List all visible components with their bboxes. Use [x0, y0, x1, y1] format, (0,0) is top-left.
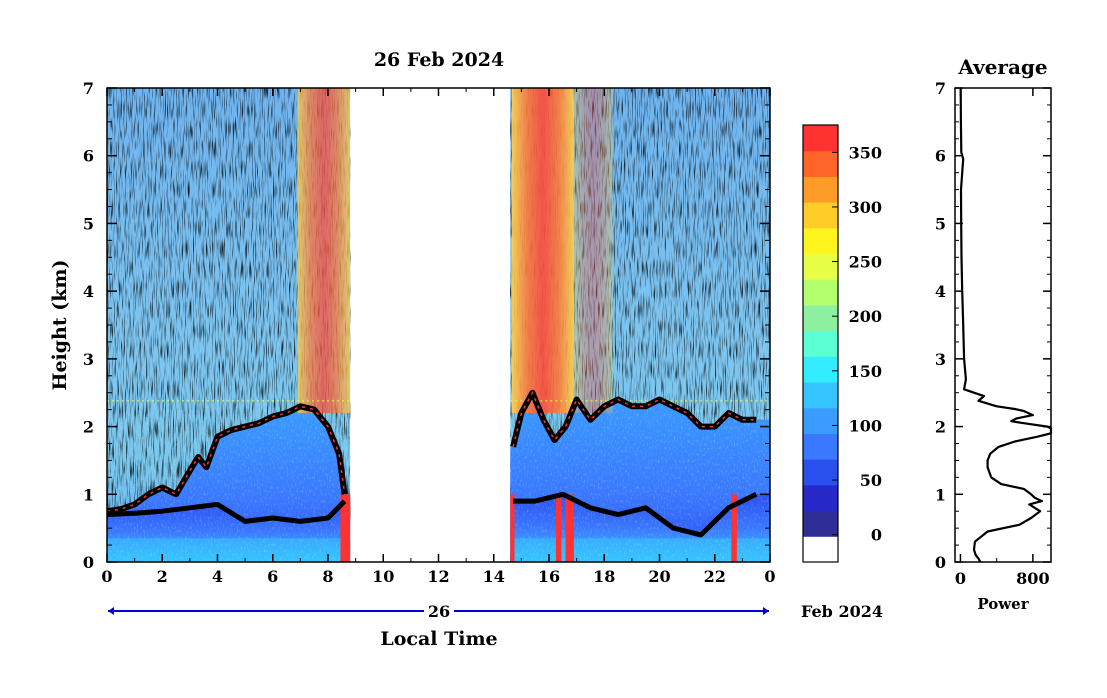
chart-title: 26 Feb 2024 [374, 49, 504, 71]
colorbar-frame [802, 124, 839, 563]
heatmap-field [107, 88, 770, 562]
colorbar-tick-label: 300 [849, 198, 882, 217]
x-tick-label: 2 [157, 567, 168, 586]
colorbar-tick-label: 250 [849, 253, 882, 272]
x-tick-label: 8 [322, 567, 333, 586]
colorbar-tick-label: 350 [849, 143, 882, 162]
x-tick-label: 16 [538, 567, 560, 586]
colorbar-swatch [803, 227, 838, 255]
x-tick-label: 10 [372, 567, 394, 586]
x-tick-label: 12 [427, 567, 449, 586]
x-tick-label: 22 [704, 567, 726, 586]
y-tick-label: 7 [83, 79, 94, 98]
colorbar-swatch [803, 484, 838, 512]
x-tick-label: 0 [101, 567, 112, 586]
heatmap-signal-column [510, 494, 515, 562]
profile-y-tick-label: 7 [935, 79, 946, 98]
profile-x-label: Power [977, 595, 1029, 613]
boundary-layer-highlight [106, 390, 757, 512]
mixed-layer-trace [106, 491, 758, 538]
colorbar-swatch [803, 459, 838, 486]
date-bar-day: 26 [428, 602, 450, 621]
colorbar-swatch [803, 150, 838, 177]
colorbar-swatch [803, 202, 838, 229]
colorbar-swatch [803, 382, 838, 409]
colorbar-tick-label: 150 [849, 362, 882, 381]
x-tick-label: 20 [648, 567, 670, 586]
colorbar-swatch [803, 330, 838, 357]
profile-line [959, 87, 1053, 563]
profile-title: Average [957, 55, 1047, 79]
x-axis: 0 2 4 6 8 10 12 14 16 18 20 22 0 [101, 88, 776, 586]
heatmap-solar-noise-band [573, 88, 613, 414]
profile-y-tick-label: 0 [935, 553, 946, 572]
colorbar-swatch [803, 304, 838, 332]
x-tick-label: 0 [764, 567, 775, 586]
y-axis: 0 1 2 3 4 5 6 7 [83, 79, 770, 572]
heatmap-speckle [107, 399, 351, 562]
y-tick-label: 6 [83, 147, 94, 166]
colorbar-tick-label: 0 [871, 526, 882, 545]
profile-axes: 0 1 2 3 4 5 6 7 0 800 [935, 79, 1051, 588]
heatmap-signal-column [340, 494, 351, 562]
colorbar-tick-label: 50 [860, 471, 882, 490]
y-tick-label: 1 [83, 485, 94, 504]
profile-y-tick-label: 6 [935, 147, 946, 166]
y-tick-label: 3 [83, 350, 94, 369]
x-tick-label: 14 [483, 567, 505, 586]
date-bar-month-year: Feb 2024 [801, 602, 883, 621]
colorbar-swatch [803, 536, 838, 563]
colorbar-swatch [803, 125, 838, 152]
date-bar-label-bg [424, 602, 454, 620]
y-tick-label: 4 [83, 282, 94, 301]
profile-x-tick-label: 0 [955, 569, 966, 588]
profile-y-tick-label: 1 [935, 485, 946, 504]
date-bar-right-arrow-icon [763, 607, 769, 615]
x-axis-label: Local Time [380, 628, 497, 650]
colorbar-swatch [803, 407, 838, 434]
colorbar-tick-label: 100 [849, 416, 882, 435]
heatmap-solar-noise-band [511, 88, 574, 414]
profile-frame [954, 87, 1052, 563]
heatmap-signal-column [731, 494, 737, 562]
heatmap-signal-column [555, 494, 562, 562]
colorbar-tick-label: 200 [849, 307, 882, 326]
heatmap-solar-noise-band [297, 88, 351, 414]
colorbar-swatch [803, 176, 838, 203]
x-tick-label: 4 [212, 567, 223, 586]
colorbar-swatch [803, 433, 838, 460]
y-tick-label: 5 [83, 214, 94, 233]
date-bar-left-arrow-icon [108, 607, 114, 615]
profile-x-tick-label: 800 [1016, 569, 1049, 588]
colorbar-swatch [803, 510, 838, 537]
y-tick-label: 0 [83, 553, 94, 572]
profile-y-tick-label: 3 [935, 350, 946, 369]
profile-y-tick-label: 4 [935, 282, 946, 301]
colorbar-swatch [803, 253, 838, 280]
profile-y-tick-label: 5 [935, 214, 946, 233]
colorbar-swatch [803, 356, 838, 383]
x-tick-label: 6 [267, 567, 278, 586]
x-tick-label: 18 [593, 567, 615, 586]
y-tick-label: 2 [83, 418, 94, 437]
heatmap-speckle [510, 399, 770, 562]
colorbar: 0 50 100 150 200 250 300 350 [802, 124, 882, 563]
y-axis-label: Height (km) [49, 260, 71, 391]
heatmap-signal-column [565, 494, 574, 562]
colorbar-swatch [803, 279, 838, 306]
profile-y-tick-label: 2 [935, 418, 946, 437]
